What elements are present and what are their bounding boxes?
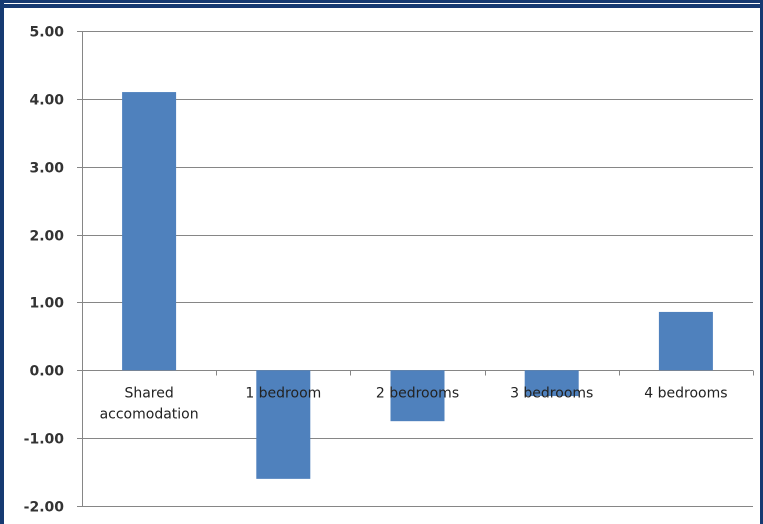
bar [524, 370, 579, 397]
x-category-label: 1 bedroom [245, 386, 321, 402]
bars [122, 92, 713, 479]
x-category-label-line: 3 bedrooms [510, 386, 593, 402]
y-axis-tick-labels: 5.00 4.00 3.00 2.00 1.00 0.00 -1.00 -2.00 [24, 25, 65, 516]
bar [658, 311, 713, 371]
x-category-label-line: 4 bedrooms [644, 386, 727, 402]
x-category-label: 3 bedrooms [510, 386, 593, 402]
bar [256, 370, 311, 479]
bar [122, 92, 177, 371]
bar [390, 370, 445, 422]
y-tick-label: 3.00 [29, 161, 64, 177]
y-tick-label: 4.00 [29, 93, 64, 109]
x-category-label-line: 1 bedroom [245, 386, 321, 402]
x-category-label-line: 2 bedrooms [376, 386, 459, 402]
y-tick-label: 0.00 [29, 364, 64, 380]
y-tick-label: 2.00 [29, 229, 64, 245]
window-left-border [0, 0, 4, 524]
x-category-label: Shared accomodation [100, 386, 199, 423]
x-axis-category-labels: Shared accomodation 1 bedroom 2 bedrooms 3 b… [100, 386, 728, 423]
y-tick-label: 1.00 [29, 296, 64, 312]
x-category-label-line: Shared [124, 386, 173, 402]
window-top-border [0, 0, 763, 8]
y-tick-label: 5.00 [29, 25, 64, 41]
x-category-label: 4 bedrooms [644, 386, 727, 402]
y-tick-label: -1.00 [24, 432, 65, 448]
x-category-label-line: accomodation [100, 407, 199, 423]
x-category-label: 2 bedrooms [376, 386, 459, 402]
y-tick-label: -2.00 [24, 500, 65, 516]
axes [77, 31, 754, 507]
gridlines [82, 31, 753, 507]
window-right-border [760, 0, 763, 524]
